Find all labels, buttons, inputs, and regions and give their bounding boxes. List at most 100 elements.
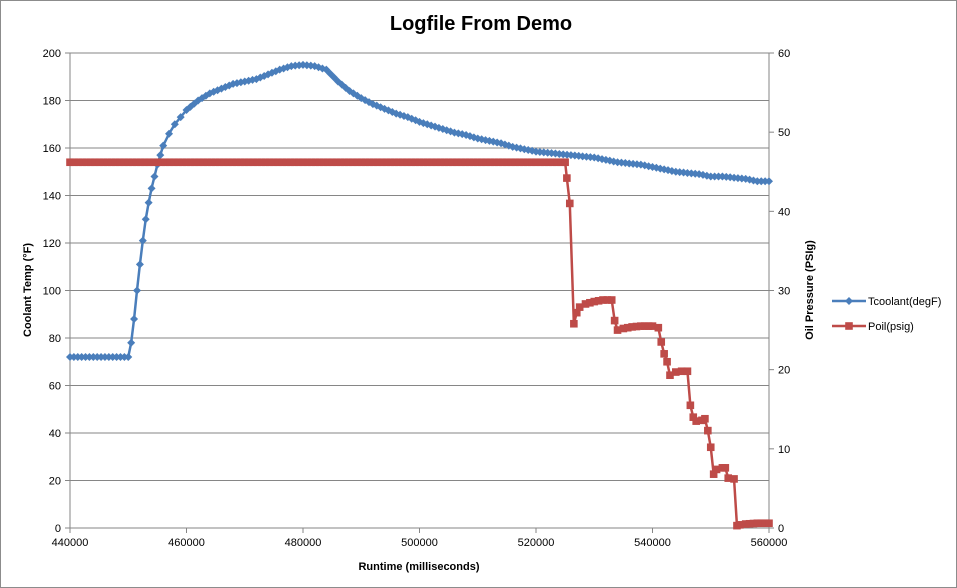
- data-point: [581, 300, 590, 308]
- data-point: [657, 338, 666, 346]
- data-point: [623, 323, 632, 332]
- data-point: [704, 426, 712, 435]
- data-point: [603, 296, 612, 304]
- data-point: [127, 338, 136, 347]
- data-point: [240, 158, 249, 167]
- data-point: [440, 158, 449, 167]
- data-point: [124, 158, 133, 167]
- data-point: [99, 158, 108, 167]
- data-point: [689, 413, 698, 421]
- data-point: [270, 158, 278, 167]
- data-point: [757, 519, 766, 528]
- data-point: [570, 319, 578, 328]
- data-point: [374, 158, 382, 167]
- data-point: [307, 158, 316, 167]
- data-point: [228, 158, 237, 167]
- data-point: [290, 158, 299, 167]
- y-tick-label: 20: [49, 476, 61, 488]
- data-point: [444, 158, 453, 167]
- x-tick-label: 500000: [401, 537, 438, 549]
- data-point: [161, 158, 170, 167]
- data-point: [150, 172, 159, 181]
- data-point: [613, 326, 622, 334]
- data-point: [174, 158, 182, 167]
- x-tick-label: 560000: [751, 537, 788, 549]
- data-point: [103, 158, 112, 167]
- data-point: [540, 158, 549, 167]
- data-point: [663, 357, 671, 366]
- data-point: [303, 158, 311, 167]
- data-point: [706, 443, 715, 452]
- data-point: [176, 113, 185, 122]
- data-point: [765, 177, 773, 186]
- data-point: [654, 323, 663, 332]
- data-point: [87, 158, 95, 167]
- data-point: [469, 158, 478, 167]
- data-point: [482, 158, 490, 167]
- data-point: [736, 521, 744, 529]
- data-point: [453, 158, 461, 167]
- data-point: [553, 158, 561, 167]
- data-point: [465, 158, 474, 167]
- series-layer: [66, 60, 773, 530]
- data-point: [432, 158, 440, 167]
- data-point: [666, 371, 674, 380]
- data-point: [628, 323, 636, 331]
- data-point: [599, 296, 607, 304]
- data-point: [365, 158, 374, 167]
- data-point: [686, 401, 695, 410]
- data-point: [490, 158, 499, 167]
- data-point: [170, 120, 179, 129]
- data-point: [74, 158, 83, 167]
- data-point: [149, 158, 158, 167]
- chart-title: Logfile From Demo: [390, 13, 572, 35]
- data-point: [349, 158, 357, 167]
- data-point: [382, 158, 391, 167]
- data-point: [245, 158, 253, 167]
- legend-label: Tcoolant(degF): [868, 296, 941, 308]
- data-point: [135, 260, 144, 269]
- data-point: [507, 158, 515, 167]
- y2-tick-label: 10: [778, 444, 790, 456]
- data-point: [721, 464, 730, 472]
- data-point: [157, 158, 166, 167]
- data-point: [156, 151, 165, 160]
- y2-tick-label: 30: [778, 286, 790, 298]
- data-point: [215, 158, 224, 167]
- y2-axis-title: Oil Pressure (PSIg): [804, 240, 816, 340]
- data-point: [683, 367, 692, 376]
- data-point: [116, 158, 124, 167]
- data-point: [548, 158, 557, 167]
- series-0: [66, 60, 773, 361]
- data-point: [91, 158, 99, 167]
- data-point: [610, 316, 619, 325]
- y-tick-label: 100: [43, 286, 61, 298]
- data-point: [144, 198, 153, 207]
- data-point: [709, 470, 718, 478]
- data-point: [563, 174, 571, 182]
- data-point: [511, 158, 519, 167]
- data-point: [378, 158, 386, 167]
- data-point: [136, 158, 145, 167]
- y-tick-label: 180: [43, 96, 61, 108]
- data-point: [399, 158, 407, 167]
- data-point: [448, 158, 457, 167]
- y2-tick-label: 60: [778, 48, 790, 60]
- data-point: [207, 158, 216, 167]
- x-tick-label: 440000: [52, 537, 89, 549]
- data-point: [191, 158, 199, 167]
- data-point: [692, 417, 700, 425]
- series-1: [66, 158, 773, 530]
- data-point: [203, 158, 212, 167]
- y2-tick-label: 20: [778, 365, 790, 377]
- data-point: [415, 158, 424, 167]
- data-point: [178, 158, 187, 167]
- data-point: [166, 158, 174, 167]
- data-point: [640, 322, 649, 330]
- data-point: [261, 158, 270, 167]
- data-point: [141, 215, 150, 224]
- legend-item: Tcoolant(degF): [832, 296, 941, 308]
- data-point: [236, 158, 245, 167]
